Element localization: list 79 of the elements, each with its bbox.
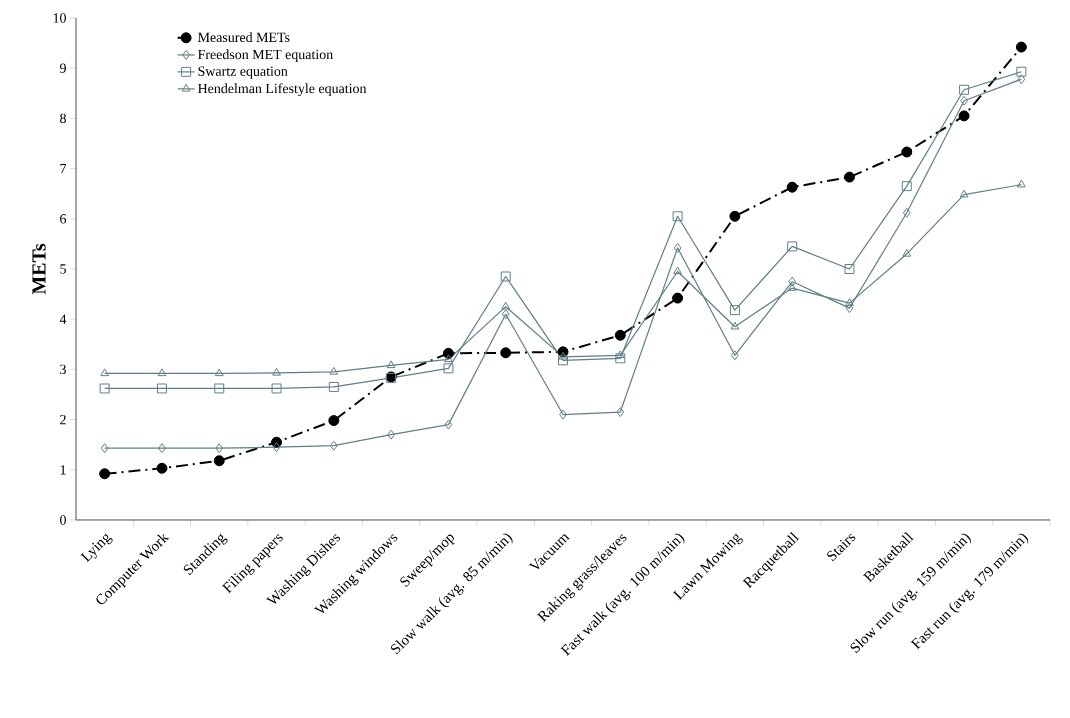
point [959,189,969,198]
point [271,383,282,394]
point [214,383,225,394]
point [1015,41,1027,53]
y-tick-label: 6 [60,214,67,224]
point [615,353,626,364]
point [387,429,395,440]
point [558,351,568,360]
point [787,283,797,291]
point [328,381,339,392]
point [558,355,568,366]
point [845,298,854,306]
point [272,442,281,453]
y-tick-label: 1 [60,465,66,475]
point [501,301,511,310]
point [444,419,453,430]
point [272,367,281,376]
point [958,110,970,122]
point [673,242,682,253]
point [1016,66,1027,77]
point [214,368,224,377]
point [1016,179,1026,188]
point [614,329,626,341]
point [901,181,912,192]
point [99,383,110,394]
point [902,248,912,257]
point [959,84,970,95]
point [616,407,625,418]
point [672,292,684,304]
point [100,368,110,377]
y-tick-label: 3 [60,364,66,375]
point [156,383,167,394]
point [673,266,682,275]
y-tick-label: 2 [60,414,66,425]
point [213,455,225,467]
point [730,321,740,330]
point [1017,74,1026,85]
point [444,354,453,363]
point [559,409,567,420]
y-tick-label: 9 [59,63,66,73]
point [729,210,741,222]
point [844,264,855,274]
point [215,443,224,454]
point [100,443,109,454]
point [615,350,625,359]
legend-label: Measured METs [198,32,290,43]
point [729,305,740,316]
point [99,468,111,480]
point [788,276,797,287]
y-tick-label: 10 [53,13,66,23]
point [672,211,683,222]
point [328,415,340,427]
y-tick-label: 7 [60,164,67,174]
point [158,443,166,454]
point [329,366,339,375]
point [500,347,512,359]
point [731,350,739,361]
point [157,368,167,377]
point [156,462,168,474]
point [902,207,911,218]
y-tick-label: 0 [60,515,66,525]
point [386,360,396,369]
point [844,171,855,183]
point [500,271,511,282]
y-tick-label: 8 [60,113,66,124]
legend-label: Freedson MET equation [198,49,333,63]
point [960,95,968,106]
point [501,309,510,320]
point [845,303,854,314]
point [901,146,913,158]
y-tick-label: 5 [60,264,66,274]
legend-label: Hendelman Lifestyle equation [198,83,367,97]
point [329,440,338,451]
point [786,181,798,193]
y-tick-label: 4 [59,314,67,324]
point [787,241,798,252]
point [443,363,454,374]
legend-label: Swartz equation [198,66,288,79]
y-axis-title: METs [32,243,46,295]
